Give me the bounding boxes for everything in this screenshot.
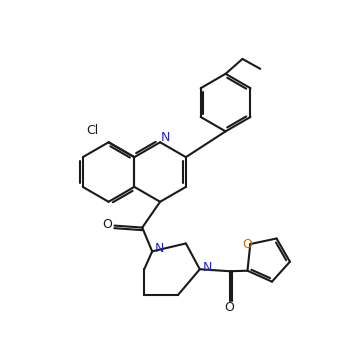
Text: O: O xyxy=(225,301,235,314)
Text: N: N xyxy=(160,131,170,144)
Text: N: N xyxy=(203,261,212,274)
Text: O: O xyxy=(103,218,112,231)
Text: N: N xyxy=(154,242,164,255)
Text: Cl: Cl xyxy=(86,124,99,137)
Text: O: O xyxy=(242,238,252,251)
